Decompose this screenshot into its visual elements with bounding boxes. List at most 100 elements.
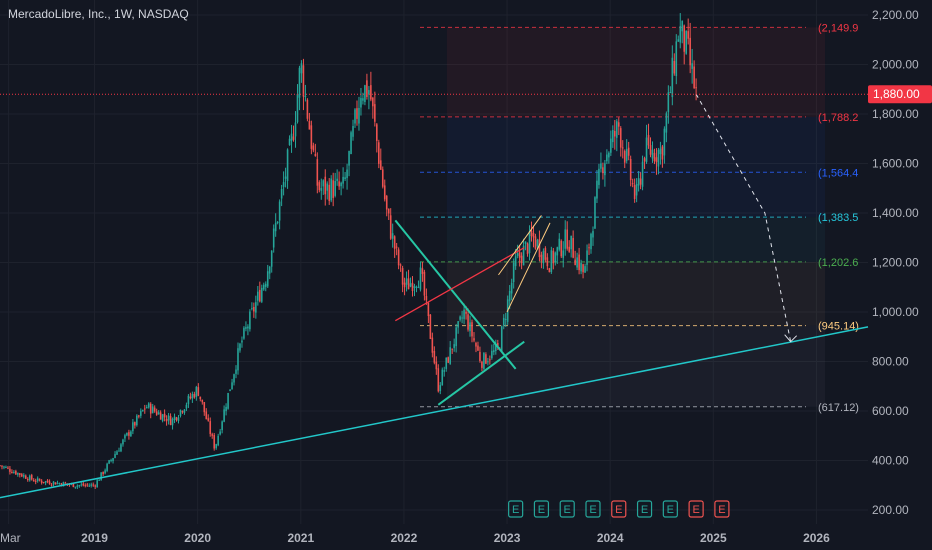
- candle-body: [379, 160, 382, 170]
- candle: [578, 247, 580, 275]
- candle: [145, 404, 148, 409]
- candle-body: [463, 309, 465, 319]
- earnings-marker[interactable]: E: [559, 500, 575, 518]
- candle: [453, 338, 455, 352]
- candle: [546, 253, 549, 270]
- candle-body: [393, 236, 396, 249]
- candle: [629, 155, 632, 187]
- earnings-marker[interactable]: E: [636, 500, 653, 518]
- candle: [243, 326, 245, 340]
- candle: [22, 473, 25, 479]
- candle-body: [114, 454, 116, 458]
- candle: [407, 269, 410, 290]
- candle: [619, 126, 622, 157]
- candle-body: [467, 314, 469, 330]
- candle: [290, 124, 293, 153]
- candle-body: [538, 239, 541, 258]
- candle: [32, 478, 35, 482]
- candle: [120, 443, 122, 453]
- candle: [405, 271, 408, 292]
- candle: [621, 140, 624, 159]
- candle-body: [118, 450, 120, 452]
- candle-body: [223, 409, 225, 422]
- candle: [231, 378, 233, 390]
- candle: [556, 246, 559, 264]
- candle: [671, 45, 674, 106]
- candle: [217, 433, 219, 447]
- candle-body: [502, 317, 505, 326]
- candle-body: [391, 233, 394, 239]
- x-axis-tick-label: 2021: [287, 531, 314, 545]
- candle-body: [308, 120, 311, 130]
- candle: [54, 482, 57, 485]
- candle: [11, 469, 13, 474]
- candle: [399, 263, 402, 272]
- candle-body: [451, 348, 453, 350]
- candle: [469, 315, 471, 337]
- candle-body: [479, 352, 481, 361]
- earnings-marker[interactable]: E: [714, 500, 730, 518]
- candle-body: [62, 482, 65, 487]
- candle: [245, 321, 247, 332]
- candle: [318, 180, 321, 193]
- candle: [354, 108, 356, 128]
- candle-body: [175, 417, 178, 421]
- candle-body: [362, 98, 364, 101]
- y-axis-tick-label: 2,000.00: [872, 58, 919, 72]
- earnings-marker[interactable]: E: [585, 500, 601, 518]
- earnings-marker[interactable]: E: [662, 500, 678, 518]
- candle-body: [318, 182, 321, 191]
- candle: [518, 244, 521, 267]
- candle-body: [610, 138, 612, 153]
- candle-body: [387, 208, 390, 214]
- candle: [366, 73, 368, 100]
- candle-body: [453, 344, 455, 348]
- candle-body: [60, 483, 63, 486]
- candle-body: [290, 133, 293, 141]
- candle: [280, 184, 283, 207]
- candle-body: [427, 302, 430, 317]
- candle-body: [665, 113, 668, 133]
- candle-body: [143, 408, 146, 410]
- candle-body: [274, 222, 277, 232]
- candle: [451, 348, 453, 354]
- candle: [171, 417, 174, 430]
- candle-body: [253, 307, 255, 312]
- candle-body: [78, 485, 81, 487]
- candle-body: [524, 241, 527, 245]
- candle-body: [550, 250, 553, 272]
- candle: [675, 34, 678, 85]
- candle: [304, 84, 307, 102]
- candle: [600, 152, 602, 173]
- y-axis-tick-label: 1,600.00: [872, 157, 919, 171]
- candle-body: [655, 157, 658, 163]
- earnings-marker[interactable]: E: [533, 500, 550, 518]
- candle-body: [193, 393, 196, 398]
- fib-zone: [446, 217, 826, 262]
- candle: [377, 139, 380, 169]
- candle: [552, 247, 555, 270]
- x-axis-tick-label: 2019: [81, 531, 108, 545]
- candle-body: [100, 472, 102, 480]
- candle: [540, 251, 543, 269]
- candle: [276, 221, 279, 225]
- earnings-marker[interactable]: E: [688, 500, 704, 518]
- candle: [467, 308, 469, 332]
- fib-level-label: (945.14): [818, 321, 859, 333]
- earnings-marker[interactable]: E: [508, 500, 524, 518]
- candle: [544, 246, 547, 263]
- candle: [614, 120, 616, 150]
- candle-body: [455, 327, 457, 347]
- candle-body: [108, 460, 110, 464]
- earnings-marker-box: [662, 500, 678, 518]
- candle: [381, 166, 384, 189]
- candle-body: [159, 412, 162, 420]
- candle-body: [169, 416, 172, 425]
- candle: [572, 230, 574, 259]
- candle-body: [328, 184, 331, 201]
- candle-body: [32, 479, 35, 482]
- earnings-marker[interactable]: E: [611, 500, 627, 518]
